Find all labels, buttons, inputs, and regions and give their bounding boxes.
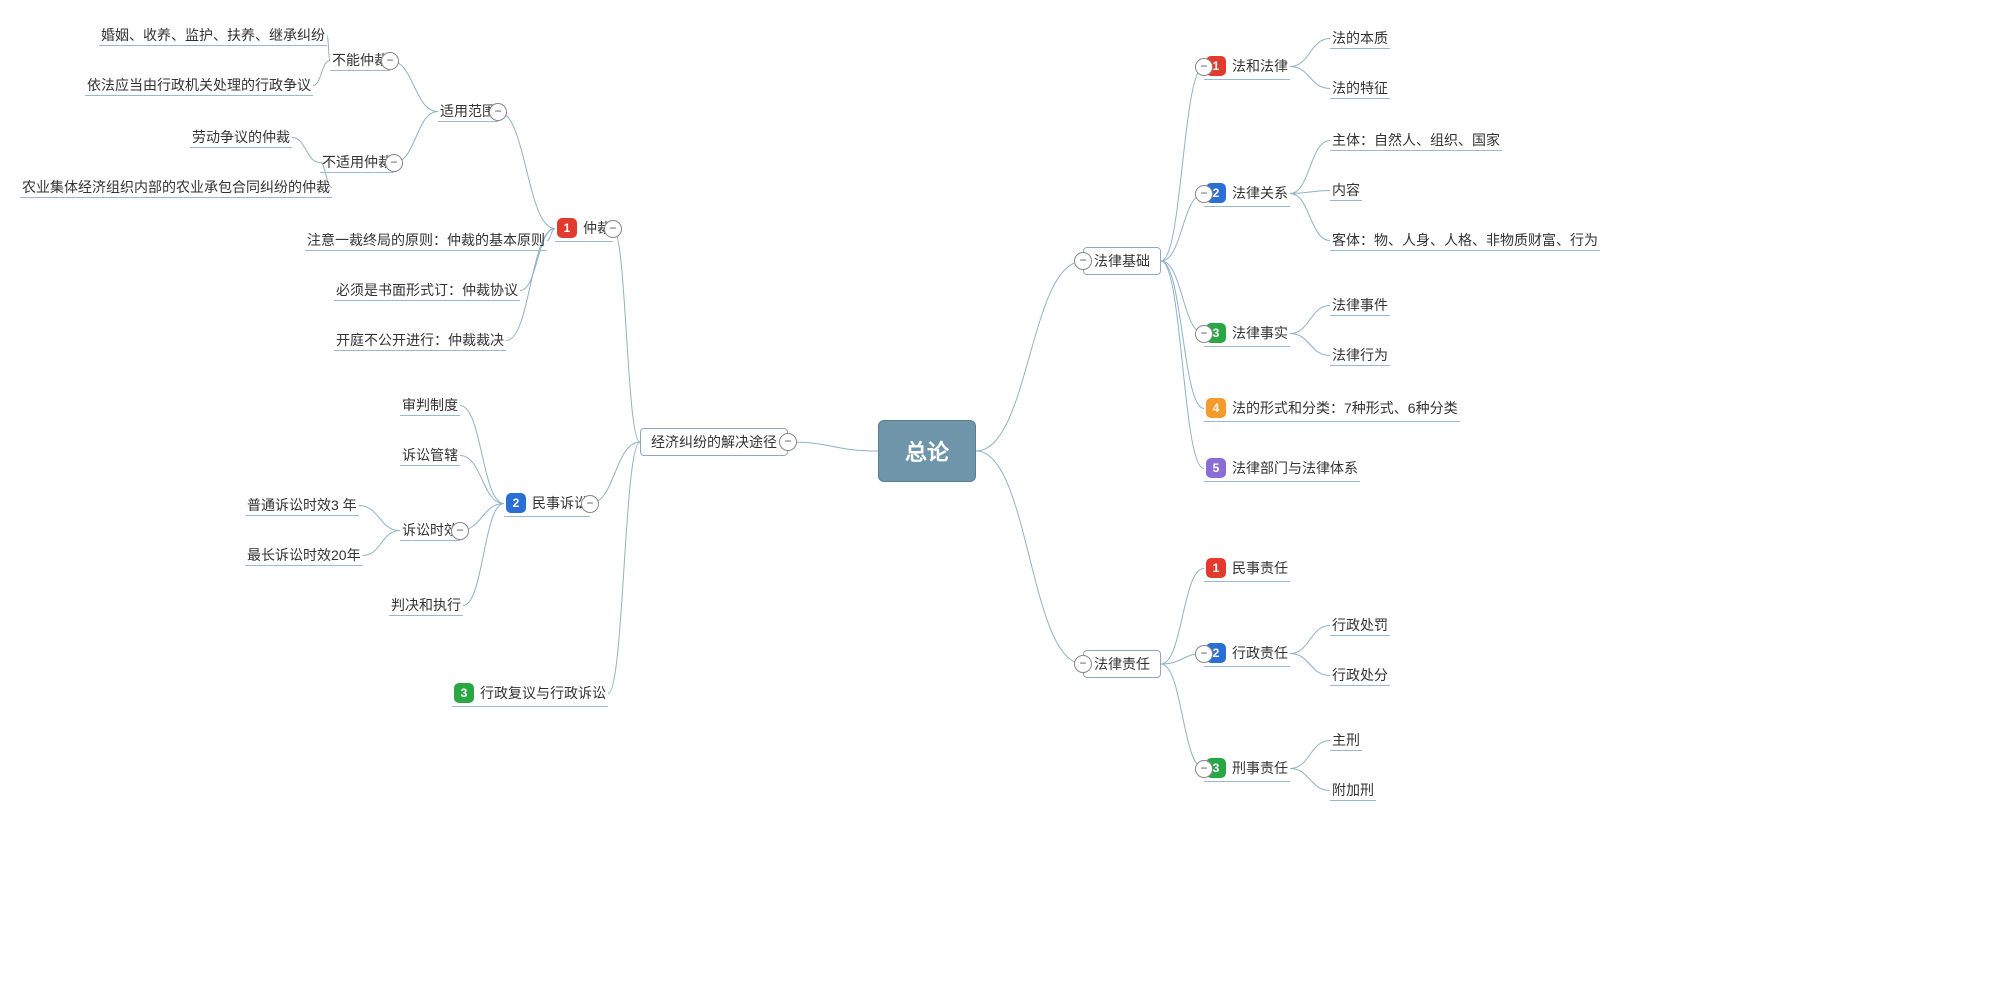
node-label: 民事责任 — [1232, 561, 1288, 575]
node-law-forms[interactable]: 4 法的形式和分类：7种形式、6种分类 — [1204, 395, 1460, 422]
node-label: 最长诉讼时效20年 — [247, 548, 361, 562]
node-label: 法律事实 — [1232, 326, 1288, 340]
badge-2-icon: 2 — [506, 493, 526, 513]
node-label: 法的特征 — [1332, 81, 1388, 95]
leaf-node[interactable]: 行政处分 — [1330, 665, 1390, 686]
node-label: 审判制度 — [402, 398, 458, 412]
node-label: 依法应当由行政机关处理的行政争议 — [87, 78, 311, 92]
leaf-node[interactable]: 必须是书面形式订：仲裁协议 — [334, 280, 520, 301]
leaf-node[interactable]: 法律行为 — [1330, 345, 1390, 366]
badge-4-icon: 4 — [1206, 398, 1226, 418]
collapse-toggle-icon[interactable]: − — [451, 522, 469, 540]
node-label: 法律事件 — [1332, 298, 1388, 312]
leaf-node[interactable]: 内容 — [1330, 180, 1362, 201]
leaf-node[interactable]: 农业集体经济组织内部的农业承包合同纠纷的仲裁 — [20, 177, 332, 198]
node-label: 婚姻、收养、监护、扶养、继承纠纷 — [101, 28, 325, 42]
node-label: 诉讼时效 — [402, 523, 458, 537]
node-label: 法和法律 — [1232, 59, 1288, 73]
collapse-toggle-icon[interactable]: − — [1195, 645, 1213, 663]
node-label: 适用范围 — [440, 104, 496, 118]
leaf-node[interactable]: 诉讼管辖 — [400, 445, 460, 466]
leaf-node[interactable]: 劳动争议的仲裁 — [190, 127, 292, 148]
collapse-toggle-icon[interactable]: − — [1074, 655, 1092, 673]
leaf-node[interactable]: 判决和执行 — [389, 595, 463, 616]
leaf-node[interactable]: 主刑 — [1330, 730, 1362, 751]
node-label: 法的形式和分类：7种形式、6种分类 — [1232, 401, 1458, 415]
node-label: 法的本质 — [1332, 31, 1388, 45]
node-label: 民事诉讼 — [532, 496, 588, 510]
node-label: 普通诉讼时效3 年 — [247, 498, 357, 512]
leaf-node[interactable]: 行政处罚 — [1330, 615, 1390, 636]
node-label: 法律关系 — [1232, 186, 1288, 200]
leaf-node[interactable]: 法律事件 — [1330, 295, 1390, 316]
node-label: 开庭不公开进行：仲裁裁决 — [336, 333, 504, 347]
collapse-toggle-icon[interactable]: − — [385, 154, 403, 172]
node-admin-review[interactable]: 3 行政复议与行政诉讼 — [452, 680, 608, 707]
node-label: 行政处分 — [1332, 668, 1388, 682]
node-label: 不能仲裁 — [332, 53, 388, 67]
collapse-toggle-icon[interactable]: − — [604, 220, 622, 238]
collapse-toggle-icon[interactable]: − — [779, 433, 797, 451]
node-legal-facts[interactable]: 3 法律事实 — [1204, 320, 1290, 347]
node-not-applicable[interactable]: 不适用仲裁 — [320, 152, 394, 173]
collapse-toggle-icon[interactable]: − — [1195, 185, 1213, 203]
node-law-depts[interactable]: 5 法律部门与法律体系 — [1204, 455, 1360, 482]
node-label: 主体：自然人、组织、国家 — [1332, 133, 1500, 147]
node-civil-litigation[interactable]: 2 民事诉讼 — [504, 490, 590, 517]
leaf-node[interactable]: 客体：物、人身、人格、非物质财富、行为 — [1330, 230, 1600, 251]
leaf-node[interactable]: 依法应当由行政机关处理的行政争议 — [85, 75, 313, 96]
leaf-node[interactable]: 开庭不公开进行：仲裁裁决 — [334, 330, 506, 351]
leaf-node[interactable]: 普通诉讼时效3 年 — [245, 495, 359, 516]
node-label: 行政处罚 — [1332, 618, 1388, 632]
node-label: 法律部门与法律体系 — [1232, 461, 1358, 475]
node-label: 法律行为 — [1332, 348, 1388, 362]
node-label: 法律基础 — [1094, 254, 1150, 268]
badge-1-icon: 1 — [1206, 558, 1226, 578]
node-law[interactable]: 1 法和法律 — [1204, 53, 1290, 80]
node-legal-basics[interactable]: 法律基础 — [1083, 247, 1161, 275]
node-label: 不适用仲裁 — [322, 155, 392, 169]
leaf-node[interactable]: 婚姻、收养、监护、扶养、继承纠纷 — [99, 25, 327, 46]
collapse-toggle-icon[interactable]: − — [1195, 58, 1213, 76]
root-node[interactable]: 总论 — [878, 420, 976, 482]
node-label: 内容 — [1332, 183, 1360, 197]
leaf-node[interactable]: 审判制度 — [400, 395, 460, 416]
node-label: 诉讼管辖 — [402, 448, 458, 462]
node-label: 农业集体经济组织内部的农业承包合同纠纷的仲裁 — [22, 180, 330, 194]
badge-5-icon: 5 — [1206, 458, 1226, 478]
node-legal-liability[interactable]: 法律责任 — [1083, 650, 1161, 678]
node-admin-liability[interactable]: 2 行政责任 — [1204, 640, 1290, 667]
node-criminal-liability[interactable]: 3 刑事责任 — [1204, 755, 1290, 782]
node-label: 行政责任 — [1232, 646, 1288, 660]
node-legal-relation[interactable]: 2 法律关系 — [1204, 180, 1290, 207]
collapse-toggle-icon[interactable]: − — [1195, 760, 1213, 778]
node-label: 必须是书面形式订：仲裁协议 — [336, 283, 518, 297]
node-label: 法律责任 — [1094, 657, 1150, 671]
badge-3-icon: 3 — [454, 683, 474, 703]
node-label: 经济纠纷的解决途径 — [651, 435, 777, 449]
badge-1-icon: 1 — [557, 218, 577, 238]
collapse-toggle-icon[interactable]: − — [489, 103, 507, 121]
leaf-node[interactable]: 注意一裁终局的原则：仲裁的基本原则 — [305, 230, 547, 251]
leaf-node[interactable]: 最长诉讼时效20年 — [245, 545, 363, 566]
root-label: 总论 — [905, 440, 949, 465]
node-label: 行政复议与行政诉讼 — [480, 686, 606, 700]
node-label: 劳动争议的仲裁 — [192, 130, 290, 144]
node-label: 判决和执行 — [391, 598, 461, 612]
node-label: 刑事责任 — [1232, 761, 1288, 775]
node-label: 注意一裁终局的原则：仲裁的基本原则 — [307, 233, 545, 247]
collapse-toggle-icon[interactable]: − — [381, 52, 399, 70]
leaf-node[interactable]: 主体：自然人、组织、国家 — [1330, 130, 1502, 151]
node-label: 主刑 — [1332, 733, 1360, 747]
collapse-toggle-icon[interactable]: − — [1074, 252, 1092, 270]
leaf-node[interactable]: 法的本质 — [1330, 28, 1390, 49]
collapse-toggle-icon[interactable]: − — [581, 495, 599, 513]
leaf-node[interactable]: 法的特征 — [1330, 78, 1390, 99]
collapse-toggle-icon[interactable]: − — [1195, 325, 1213, 343]
left-branch-title[interactable]: 经济纠纷的解决途径 — [640, 428, 788, 456]
node-civil-liability[interactable]: 1 民事责任 — [1204, 555, 1290, 582]
node-label: 客体：物、人身、人格、非物质财富、行为 — [1332, 233, 1598, 247]
leaf-node[interactable]: 附加刑 — [1330, 780, 1376, 801]
node-label: 附加刑 — [1332, 783, 1374, 797]
